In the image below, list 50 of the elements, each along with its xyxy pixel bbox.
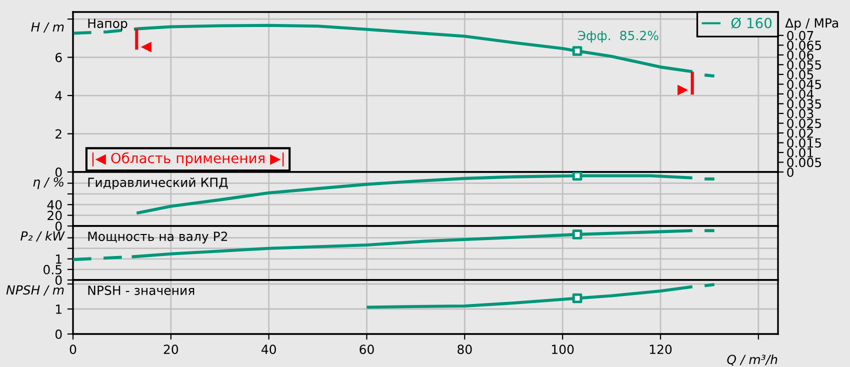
y2-tick-label: 0.01 [787, 148, 814, 158]
y-axis-title: P₂ / kW [20, 231, 65, 242]
y2-tick-label: 0.02 [787, 128, 813, 138]
y2-tick-label: 0.07 [787, 30, 814, 40]
x-tick-label: 100 [552, 344, 574, 354]
y-tick-label: 6 [56, 52, 62, 62]
chart-title: Гидравлический КПД [88, 177, 228, 190]
x-tick-label: 40 [261, 344, 276, 354]
y2-axis-title: Δp / MPa [785, 18, 838, 30]
x-tick-label: 120 [650, 344, 672, 354]
annotation: |◀ Область применения ▶| [92, 152, 284, 166]
legend-label: Ø 160 [731, 18, 772, 29]
y2-tick-label: 0.03 [787, 108, 814, 118]
y2-tick-label: 0.065 [787, 40, 822, 50]
y-tick-label: 1 [56, 254, 62, 264]
x-tick-label: 0 [70, 344, 76, 354]
y-tick-label: 20 [48, 210, 62, 220]
y-tick-label: 1 [56, 304, 62, 314]
y-tick-label: 0.5 [44, 264, 62, 274]
y2-tick-label: 0.04 [787, 89, 814, 99]
y2-tick-label: 0.05 [787, 70, 814, 80]
y-tick-label: 0 [55, 167, 62, 177]
y-tick-label: 40 [47, 200, 62, 210]
y2-tick-label: 0 [787, 167, 794, 177]
y-tick-label: 0 [55, 221, 62, 231]
y2-tick-label: 0.035 [787, 99, 822, 109]
chart-title: Мощность на валу P2 [88, 232, 228, 244]
annotation: ◀ [140, 42, 152, 52]
y-axis-title: NPSH / m [6, 285, 64, 296]
chart-title: NPSH - значения [88, 286, 194, 296]
y-axis-title: η / % [33, 177, 64, 190]
y2-tick-label: 0.025 [787, 118, 822, 128]
annotation: Эфф. 85.2% [578, 30, 658, 43]
y-tick-label: 0 [55, 275, 62, 285]
y-tick-label: 0 [55, 329, 62, 339]
y2-tick-label: 0.055 [787, 60, 822, 70]
y2-tick-label: 0.06 [787, 50, 814, 60]
y-tick-label: 4 [55, 91, 62, 100]
y-axis-title: H / m [31, 22, 64, 33]
y2-tick-label: 0.005 [787, 158, 822, 168]
y2-tick-label: 0.045 [787, 80, 822, 90]
x-tick-label: 80 [458, 344, 472, 354]
y2-tick-label: 0.015 [787, 138, 822, 148]
text: Напор [88, 18, 128, 30]
line-series [365, 285, 694, 309]
y-tick-label: 2 [56, 129, 62, 139]
x-tick-label: 60 [360, 344, 374, 354]
x-tick-label: 20 [164, 344, 178, 354]
x-axis-title: Q / m³/h [727, 354, 778, 366]
annotation: ▶ [678, 84, 688, 96]
